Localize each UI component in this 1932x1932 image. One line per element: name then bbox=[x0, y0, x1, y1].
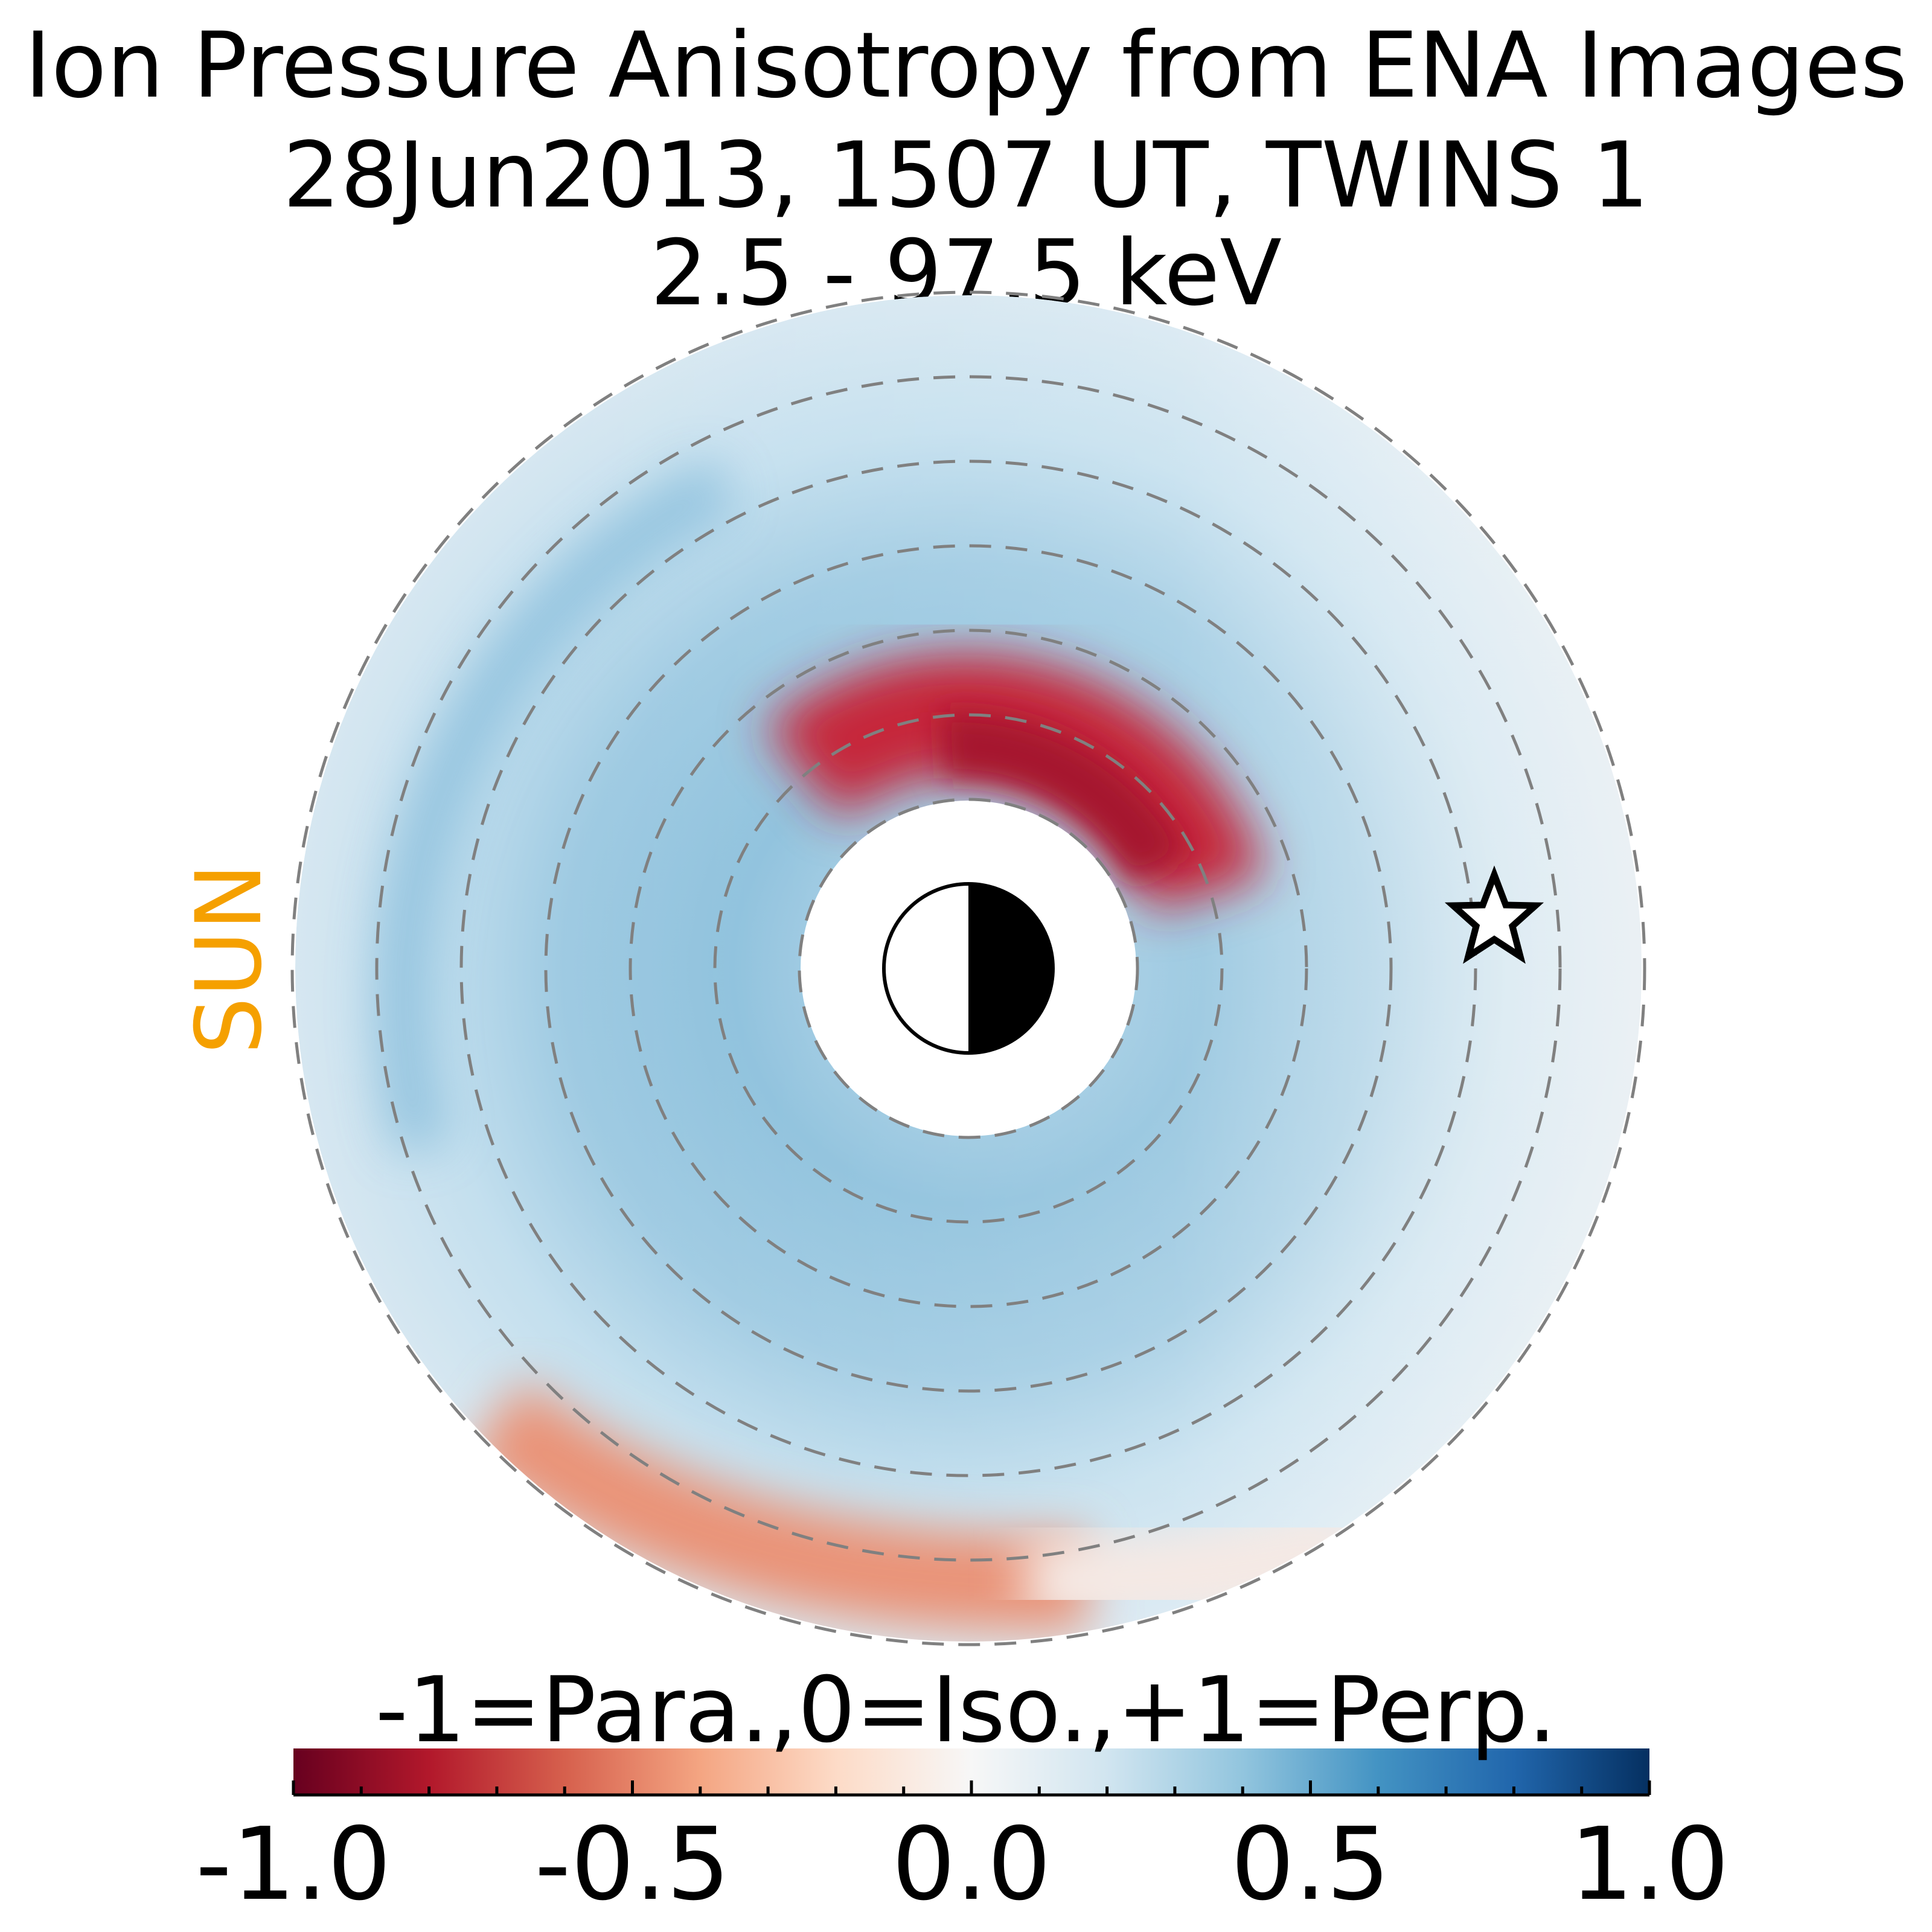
colorbar-tick-label: -1.0 bbox=[196, 1806, 391, 1923]
parallel-lobe-core bbox=[939, 712, 1189, 885]
grid-ring bbox=[459, 459, 1477, 1477]
colorbar-tick-label: 0.5 bbox=[1231, 1806, 1390, 1923]
chart-title-line-2: 28Jun2013, 1507 UT, TWINS 1 bbox=[283, 123, 1649, 228]
colorbar-tick-label: -0.5 bbox=[535, 1806, 731, 1923]
sun-direction-label: SUN bbox=[177, 863, 282, 1055]
grid-ring bbox=[713, 713, 1224, 1224]
colorbar: -1.0 -0.5 0.0 0.5 1.0 bbox=[196, 1748, 1729, 1923]
earth-icon bbox=[882, 882, 1055, 1055]
parallel-lobe-outer bbox=[764, 654, 1265, 912]
outer-dusk-band bbox=[376, 458, 737, 1154]
colorbar-label: -1=Para.,0=Iso.,+1=Perp. bbox=[375, 1658, 1557, 1763]
heatmap-field bbox=[295, 295, 1642, 1642]
radial-grid-rings bbox=[290, 290, 1646, 1646]
grid-ring bbox=[798, 798, 1139, 1139]
grid-ring bbox=[544, 544, 1393, 1393]
chart-title-line-1: Ion Pressure Anisotropy from ENA Images bbox=[24, 13, 1908, 118]
nightside-arc-tail bbox=[1026, 1502, 1369, 1627]
grid-ring bbox=[375, 375, 1562, 1562]
colorbar-tick-label: 0.0 bbox=[892, 1806, 1051, 1923]
dawn-parallel-arc bbox=[465, 1380, 1089, 1631]
spacecraft-star-icon bbox=[1444, 865, 1544, 964]
grid-ring bbox=[629, 629, 1308, 1308]
colorbar-tick-label: 1.0 bbox=[1570, 1806, 1729, 1923]
grid-ring bbox=[290, 290, 1646, 1646]
